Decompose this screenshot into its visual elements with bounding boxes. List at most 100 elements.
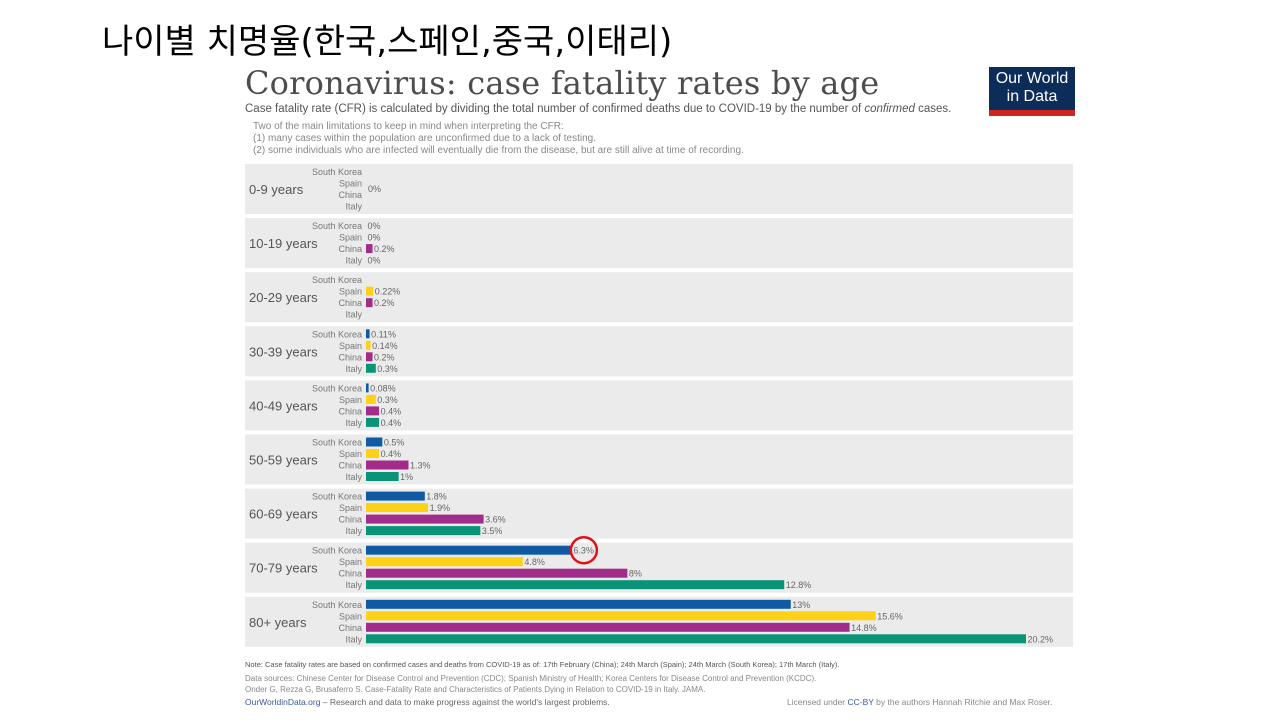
slide-title: 나이별 치명율(한국,스페인,중국,이태리)	[102, 22, 673, 62]
bar-south-korea	[366, 383, 369, 393]
country-label-south-korea: South Korea	[312, 600, 362, 610]
subtitle-emphasis: confirmed	[864, 103, 915, 115]
country-label-italy: Italy	[345, 472, 362, 482]
age-group-label: 80+ years	[249, 615, 307, 630]
country-label-china: China	[338, 406, 362, 416]
country-label-italy: Italy	[345, 256, 362, 266]
bar-south-korea	[366, 599, 791, 609]
bar-spain	[366, 611, 876, 621]
bar-china	[366, 568, 628, 578]
sources-line-1: Data sources: Chinese Center for Disease…	[245, 674, 817, 683]
country-label-spain: Spain	[339, 287, 362, 297]
country-label-south-korea: South Korea	[312, 383, 362, 393]
bar-south-korea	[366, 545, 572, 555]
bar-china	[366, 460, 409, 470]
license-link[interactable]: CC-BY	[847, 697, 874, 707]
country-label-spain: Spain	[339, 233, 362, 243]
country-label-south-korea: South Korea	[312, 329, 362, 339]
bar-spain	[366, 340, 371, 350]
country-label-china: China	[338, 623, 362, 633]
bar-china	[366, 514, 484, 524]
bar-italy	[366, 472, 399, 481]
country-label-china: China	[338, 352, 362, 362]
value-label: 0%	[368, 233, 381, 243]
country-label-spain: Spain	[339, 449, 362, 459]
age-group-label: 50-59 years	[249, 453, 318, 468]
logo-stripe	[989, 110, 1075, 116]
license-post: by the authors Hannah Ritchie and Max Ro…	[873, 697, 1053, 707]
country-label-south-korea: South Korea	[312, 221, 362, 231]
value-label: 8%	[629, 569, 642, 579]
age-group-label: 30-39 years	[249, 344, 318, 359]
age-group-label: 10-19 years	[249, 236, 318, 251]
value-label: 0.11%	[371, 329, 396, 339]
bar-china	[366, 406, 380, 416]
age-panel-30-39-years	[245, 326, 1073, 377]
value-label: 0.4%	[381, 406, 402, 416]
age-panel-20-29-years	[245, 272, 1073, 323]
country-label-italy: Italy	[345, 526, 362, 536]
country-label-spain: Spain	[339, 395, 362, 405]
bar-china	[366, 298, 373, 308]
country-label-italy: Italy	[345, 580, 362, 590]
value-label: 0%	[368, 221, 381, 231]
age-group-label: 40-49 years	[249, 398, 318, 413]
value-label: 0.5%	[384, 438, 405, 448]
country-label-china: China	[338, 461, 362, 471]
footer-note: Note: Case fatality rates are based on c…	[245, 660, 840, 669]
value-label: 0.14%	[372, 341, 398, 351]
bar-italy	[366, 634, 1026, 644]
country-label-italy: Italy	[345, 310, 362, 320]
chart-subtitle: Case fatality rate (CFR) is calculated b…	[245, 103, 951, 115]
bar-italy	[366, 580, 785, 590]
country-label-italy: Italy	[345, 202, 362, 212]
footer-license: Licensed under CC-BY by the authors Hann…	[787, 697, 1052, 707]
country-label-south-korea: South Korea	[312, 546, 362, 556]
owid-logo[interactable]: Our World in Data	[989, 67, 1075, 116]
limitations-notes: Two of the main limitations to keep in m…	[253, 121, 744, 157]
value-label: 1.9%	[430, 503, 451, 513]
country-label-china: China	[338, 298, 362, 308]
age-panel-10-19-years	[245, 218, 1073, 269]
country-label-south-korea: South Korea	[312, 492, 362, 502]
age-group-label: 20-29 years	[249, 290, 318, 305]
value-label: 4.8%	[524, 557, 545, 567]
age-panel-40-49-years	[245, 380, 1073, 431]
value-label: 0.08%	[370, 383, 396, 393]
site-link[interactable]: OurWorldinData.org	[245, 697, 321, 707]
country-label-south-korea: South Korea	[312, 167, 362, 177]
chart-title: Coronavirus: case fatality rates by age	[245, 64, 880, 102]
value-label: 0.22%	[375, 287, 401, 297]
country-label-south-korea: South Korea	[312, 438, 362, 448]
country-label-china: China	[338, 244, 362, 254]
value-label: 3.6%	[485, 515, 506, 525]
footer-sources: Data sources: Chinese Center for Disease…	[245, 674, 816, 695]
bar-spain	[366, 503, 429, 513]
country-label-spain: Spain	[339, 557, 362, 567]
subtitle-end: cases.	[914, 103, 952, 115]
bar-italy	[366, 363, 376, 373]
value-label: 1%	[400, 472, 413, 482]
logo-line-2: in Data	[1006, 88, 1058, 105]
country-label-china: China	[338, 190, 362, 200]
country-label-china: China	[338, 515, 362, 525]
country-label-italy: Italy	[345, 634, 362, 644]
bar-spain	[366, 286, 374, 296]
value-label: 0.4%	[381, 449, 402, 459]
age-panel-0-9-years	[245, 164, 1073, 214]
subtitle-text: Case fatality rate (CFR) is calculated b…	[245, 103, 865, 115]
value-label: 3.5%	[482, 526, 503, 536]
bar-spain	[366, 557, 523, 567]
limitation-1: (1) many cases within the population are…	[253, 133, 596, 144]
logo-line-1: Our World	[995, 70, 1069, 87]
bar-south-korea	[366, 437, 383, 447]
country-label-spain: Spain	[339, 503, 362, 513]
value-label: 1.8%	[426, 492, 447, 502]
bar-china	[366, 352, 373, 362]
country-label-italy: Italy	[345, 364, 362, 374]
country-label-china: China	[338, 569, 362, 579]
site-tagline: – Research and data to make progress aga…	[320, 697, 610, 707]
footer-site: OurWorldinData.org – Research and data t…	[245, 697, 610, 707]
sources-line-2: Onder G, Rezza G, Brusaferro S. Case-Fat…	[245, 684, 706, 694]
bar-china	[366, 244, 373, 254]
